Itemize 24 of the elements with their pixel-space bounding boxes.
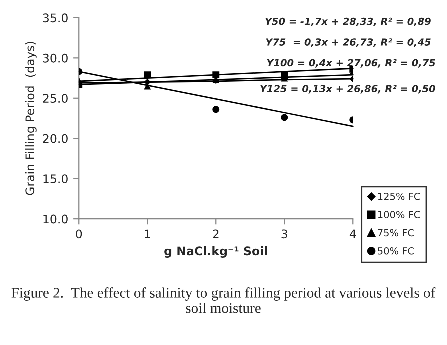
legend-label: 75% FC bbox=[378, 229, 414, 237]
y-tick-label: 15.0 bbox=[44, 174, 68, 184]
legend-label: 100% FC bbox=[378, 211, 420, 218]
y-tick-label: 25.0 bbox=[43, 94, 68, 104]
annotation: Y75 = 0,3x + 26,73, R² = 0,45 bbox=[266, 38, 431, 48]
legend-label: 50% FC bbox=[378, 247, 414, 255]
annotation: Y50 = -1,7x + 28,33, R² = 0,89 bbox=[266, 18, 431, 26]
y-axis-title: Grain Filling Period (days) bbox=[25, 42, 37, 196]
x-tick-label: 1 bbox=[145, 230, 150, 238]
y-tick-label: 10.0 bbox=[44, 214, 68, 224]
y-tick-label: 35.0 bbox=[43, 14, 68, 23]
y-tick-label: 20.0 bbox=[43, 134, 68, 144]
annotation: Y100 = 0,4x + 27,06, R² = 0,75 bbox=[267, 59, 436, 68]
caption: Figure 2. The effect of salinity to grain filling period at various levels of soil moisture bbox=[12, 288, 436, 314]
annotation: Y125 = 0,13x + 26,86, R² = 0,50 bbox=[260, 85, 436, 94]
x-axis-title: g NaCl.kg⁻¹ Soil bbox=[164, 246, 268, 258]
x-tick-label: 2 bbox=[213, 230, 219, 238]
y-tick-label: 30.0 bbox=[43, 54, 68, 63]
point bbox=[212, 72, 220, 79]
legend-label: 125% FC bbox=[378, 192, 420, 200]
x-tick-label: 0 bbox=[76, 230, 82, 239]
x-tick-label: 3 bbox=[282, 230, 288, 239]
x-tick-label: 4 bbox=[350, 230, 356, 238]
point bbox=[144, 72, 152, 79]
